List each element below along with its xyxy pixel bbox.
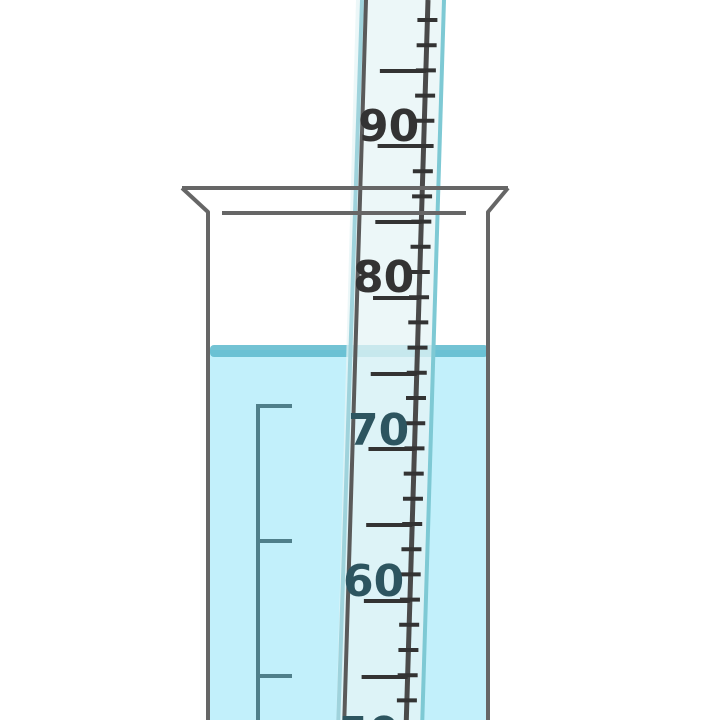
scale-label-50: 50 bbox=[338, 708, 399, 720]
scale-label-90: 90 bbox=[358, 101, 419, 152]
thermometer: 90 80 70 60 50 bbox=[336, 0, 446, 720]
thermometer-inner-edge bbox=[342, 0, 368, 720]
thermometer-left-edge bbox=[336, 0, 364, 720]
beaker-graduations bbox=[256, 404, 292, 720]
beaker-outline bbox=[180, 186, 510, 720]
thermometer-glass-tube bbox=[336, 0, 444, 720]
thermometer-right-edge bbox=[420, 0, 446, 720]
beaker-left-wall bbox=[180, 186, 210, 720]
thermometer-ticks bbox=[361, 18, 438, 703]
thermometer-labels: 90 80 70 60 50 bbox=[338, 101, 419, 720]
beaker-right-wall bbox=[486, 186, 510, 720]
scale-label-60: 60 bbox=[343, 556, 404, 607]
scale-label-70: 70 bbox=[348, 405, 409, 456]
scale-label-80: 80 bbox=[353, 252, 414, 303]
